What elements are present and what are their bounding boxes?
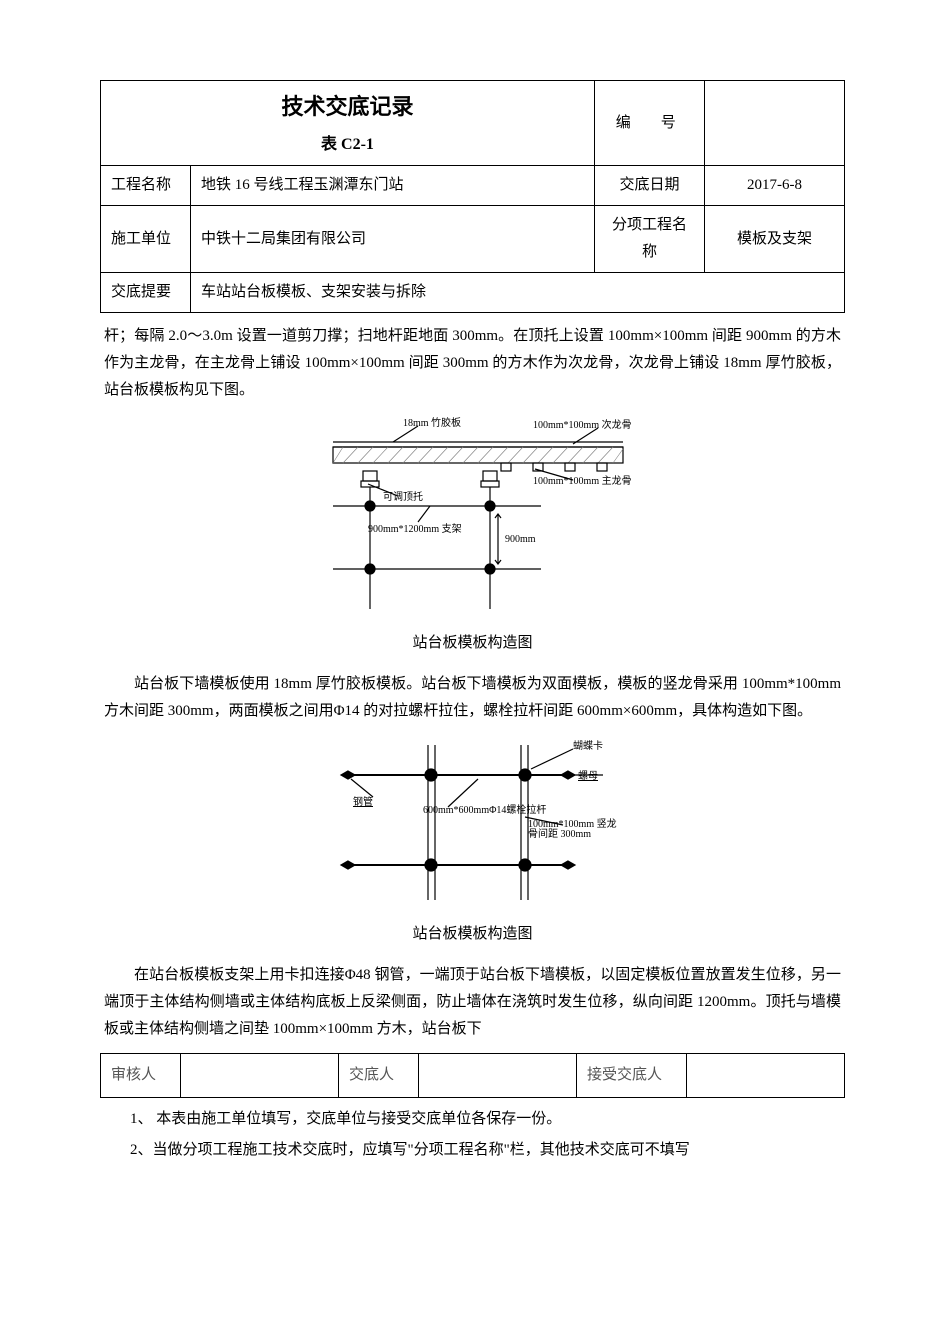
notes: 1、 本表由施工单位填写，交底单位与接受交底单位各保存一份。 2、当做分项工程施… [100,1106,845,1164]
unit-label: 施工单位 [101,206,191,273]
label-pipe: 钢管 [353,795,373,808]
project-label: 工程名称 [101,166,191,206]
receiver-blank [687,1054,845,1098]
footer-table: 审核人 交底人 接受交底人 [100,1053,845,1098]
date-value: 2017-6-8 [705,166,845,206]
paragraph-1: 杆；每隔 2.0～3.0m 设置一道剪刀撑；扫地杆距地面 300mm。在顶托上设… [104,323,841,404]
label-stud-b: 骨间距 300mm [528,827,591,840]
diagram-plan-icon: 蝴蝶卡 螺母 钢管 600mm*600mmΦ14螺栓拉杆 100mm*100mm… [273,735,673,905]
date-label: 交底日期 [595,166,705,206]
label-jack: 可调顶托 [383,490,423,503]
doc-no-label: 编 号 [595,81,705,166]
label-butterfly: 蝴蝶卡 [573,739,603,752]
figure-1-caption: 站台板模板构造图 [104,630,841,657]
diagram-section-icon: 18mm 竹胶板 100mm*100mm 次龙骨 100mm*100mm 主龙骨… [273,414,673,614]
label-secondary: 100mm*100mm 次龙骨 [533,418,632,431]
label-tie: 600mm*600mmΦ14螺栓拉杆 [423,803,546,816]
project-value: 地铁 16 号线工程玉渊潭东门站 [191,166,595,206]
doc-title: 技术交底记录 [111,87,584,127]
paragraph-3: 在站台板模板支架上用卡扣连接Φ48 钢管，一端顶于站台板下墙模板，以固定模板位置… [104,962,841,1043]
doc-no-value [705,81,845,166]
label-frame: 900mm*1200mm 支架 [368,523,462,535]
header-table: 技术交底记录 表 C2-1 编 号 工程名称 地铁 16 号线工程玉渊潭东门站 … [100,80,845,313]
discloser-blank [419,1054,577,1098]
note-2: 2、当做分项工程施工技术交底时，应填写"分项工程名称"栏，其他技术交底可不填写 [130,1137,845,1164]
paragraph-2: 站台板下墙模板使用 18mm 厚竹胶板模板。站台板下墙模板为双面模板，模板的竖龙… [104,671,841,725]
doc-table-no: 表 C2-1 [321,136,374,153]
label-span: 900mm [505,534,536,545]
figure-2: 蝴蝶卡 螺母 钢管 600mm*600mmΦ14螺栓拉杆 100mm*100mm… [104,735,841,915]
figure-1: 18mm 竹胶板 100mm*100mm 次龙骨 100mm*100mm 主龙骨… [104,414,841,624]
title-cell: 技术交底记录 表 C2-1 [101,81,595,166]
label-bamboo: 18mm 竹胶板 [403,416,461,429]
subproject-value: 模板及支架 [705,206,845,273]
summary-value: 车站站台板模板、支架安装与拆除 [191,273,845,313]
note-1: 1、 本表由施工单位填写，交底单位与接受交底单位各保存一份。 [130,1106,845,1133]
body-content: 杆；每隔 2.0～3.0m 设置一道剪刀撑；扫地杆距地面 300mm。在顶托上设… [100,313,845,1053]
figure-2-caption: 站台板模板构造图 [104,921,841,948]
reviewer-label: 审核人 [101,1054,181,1098]
reviewer-blank [181,1054,339,1098]
unit-value: 中铁十二局集团有限公司 [191,206,595,273]
subproject-label: 分项工程名称 [595,206,705,273]
label-nut: 螺母 [578,770,598,782]
receiver-label: 接受交底人 [577,1054,687,1098]
summary-label: 交底提要 [101,273,191,313]
discloser-label: 交底人 [339,1054,419,1098]
label-primary: 100mm*100mm 主龙骨 [533,474,632,487]
